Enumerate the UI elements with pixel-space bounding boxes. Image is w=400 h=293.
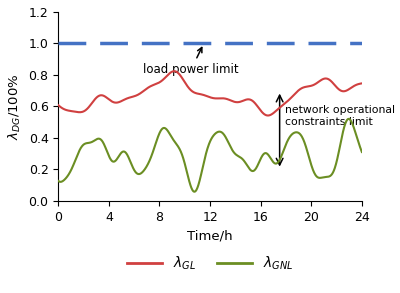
Text: network operational
constraints limit: network operational constraints limit: [285, 105, 395, 127]
Y-axis label: $\lambda_{DG}$/100%: $\lambda_{DG}$/100%: [7, 73, 23, 140]
Text: load power limit: load power limit: [143, 47, 239, 76]
Legend: $\lambda_{GL}$, $\lambda_{GNL}$: $\lambda_{GL}$, $\lambda_{GNL}$: [122, 250, 299, 278]
X-axis label: Time/h: Time/h: [187, 229, 233, 242]
